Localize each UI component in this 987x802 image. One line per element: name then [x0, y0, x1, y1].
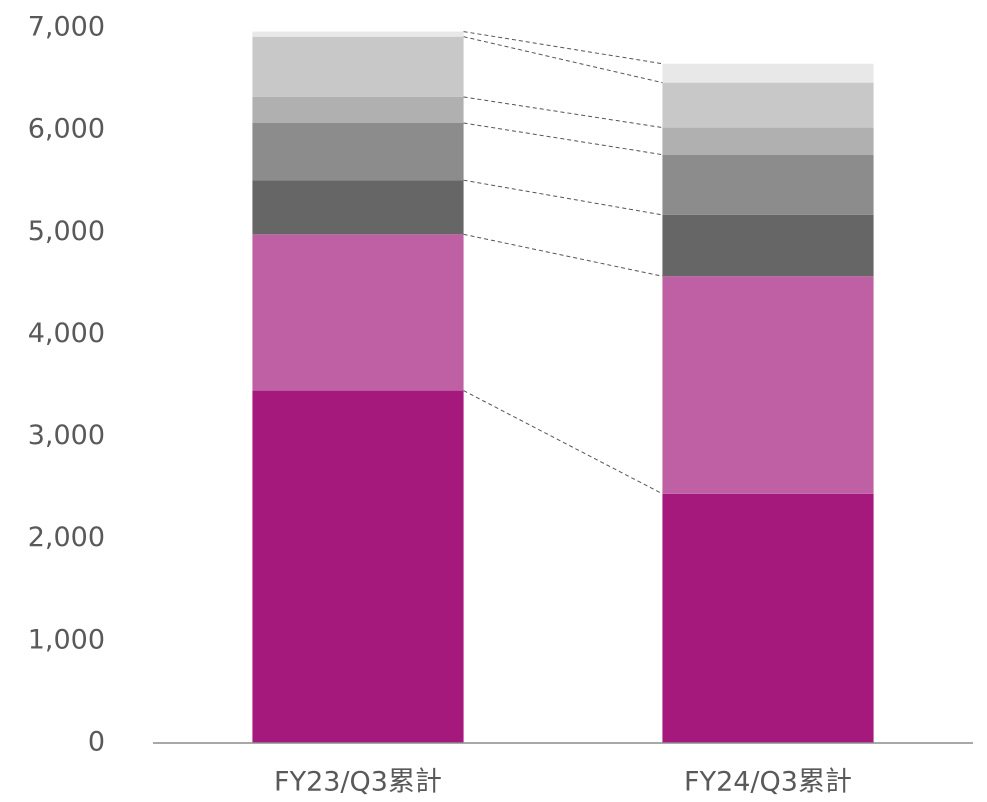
- bar-segment: [662, 276, 874, 494]
- bar-segment: [662, 127, 874, 155]
- connector-line: [463, 122, 663, 156]
- y-tick-label: 3,000: [28, 420, 105, 451]
- bar-segment: [252, 31, 464, 37]
- connector-line: [463, 179, 663, 216]
- connector-line: [463, 233, 663, 277]
- bar-segment: [252, 234, 464, 391]
- x-tick-label: FY23/Q3累計: [274, 767, 442, 798]
- bar-segment: [252, 180, 464, 235]
- bar-segment: [252, 96, 464, 123]
- y-tick-label: 4,000: [28, 318, 105, 349]
- y-tick-label: 2,000: [28, 522, 105, 553]
- y-tick-label: 1,000: [28, 624, 105, 655]
- bar-segment: [662, 82, 874, 128]
- bar-segment: [252, 390, 464, 743]
- connector-line: [463, 36, 663, 84]
- bar-segment: [252, 36, 464, 97]
- connector-line: [463, 96, 663, 129]
- bar-segment: [662, 154, 874, 215]
- y-tick-label: 7,000: [28, 12, 105, 43]
- connector-line: [463, 31, 663, 65]
- connector-line: [463, 390, 663, 495]
- y-tick-label: 5,000: [28, 216, 105, 247]
- bar-segment: [662, 214, 874, 277]
- y-tick-label: 6,000: [28, 114, 105, 145]
- bar-segment: [662, 493, 874, 743]
- bar-segment: [662, 63, 874, 83]
- x-tick-label: FY24/Q3累計: [684, 767, 852, 798]
- bar-segment: [252, 122, 464, 181]
- y-tick-label: 0: [88, 727, 105, 758]
